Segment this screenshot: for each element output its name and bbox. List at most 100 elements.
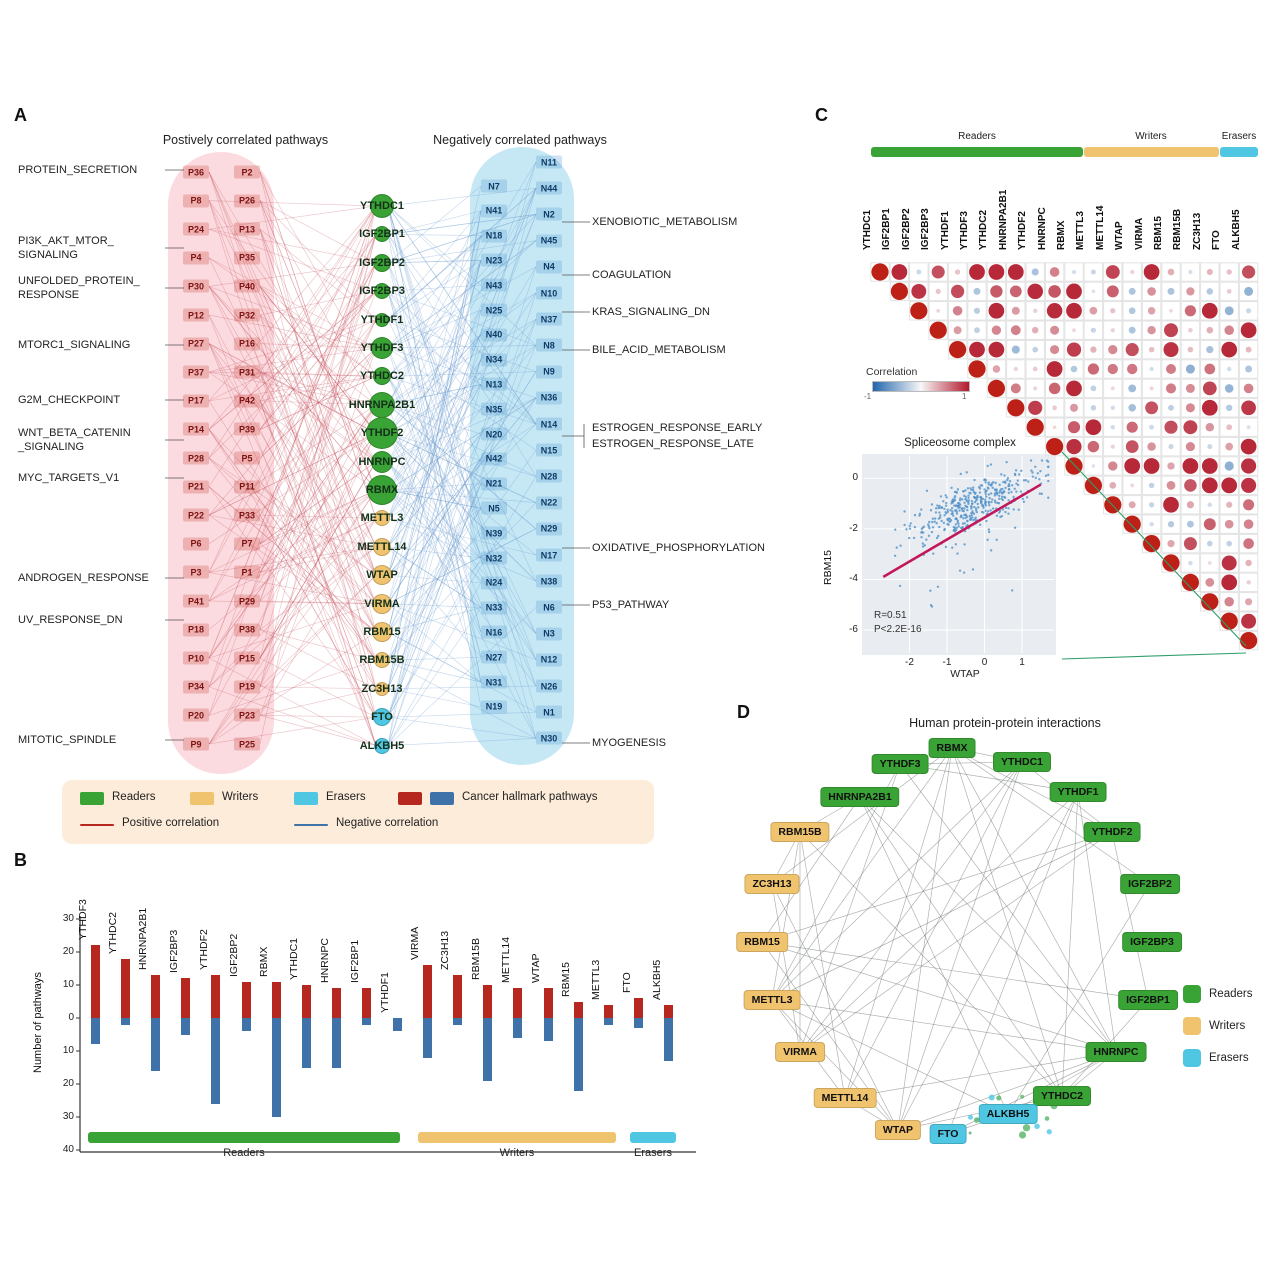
gene-node-circle-ythdf3 — [371, 337, 393, 359]
positive-correlation-label: Positive correlation — [122, 817, 220, 829]
pathway-annotation-right: COAGULATION — [592, 269, 672, 281]
gene-node-label-ythdf1: YTHDF1 — [360, 313, 404, 326]
gene-node-circle-ythdf2 — [366, 417, 398, 450]
b-gene-label: IGF2BP1 — [348, 940, 361, 984]
positive-pathways-title: Postively correlated pathways — [162, 133, 329, 147]
b-bar-negative — [452, 1018, 462, 1025]
pathway-node-n36: N36 — [536, 391, 562, 405]
pathway-annotation-right: KRAS_SIGNALING_DN — [592, 306, 710, 318]
b-bar-positive — [90, 945, 100, 1018]
gene-node-label-rbm15b: RBM15B — [359, 654, 405, 667]
pathway-node-p33: P33 — [234, 508, 260, 522]
gene-node-label-ythdf3: YTHDF3 — [360, 342, 404, 354]
b-bar-negative — [301, 1018, 311, 1068]
panel-b-label: B — [14, 850, 27, 870]
b-y-axis-label: Number of pathways — [32, 972, 44, 1073]
positive-pathway-band — [168, 152, 274, 774]
pathway-node-p25: P25 — [234, 737, 260, 751]
pathway-node-n8: N8 — [536, 338, 562, 352]
readers-legend-label: Readers — [112, 791, 156, 803]
scatter-x-tick: 0 — [981, 657, 988, 668]
erasers-swatch — [294, 792, 318, 805]
pathway-node-p18: P18 — [183, 623, 209, 637]
b-gene-label: YTHDF1 — [379, 972, 391, 1013]
pathway-node-n17: N17 — [536, 548, 562, 562]
panel-d-title: Human protein-protein interactions — [909, 716, 1101, 730]
gene-node-label-igf2bp2: IGF2BP2 — [359, 256, 405, 269]
d-node-rbm15: RBM15 — [736, 932, 788, 952]
negative-correlation-label: Negative correlation — [336, 817, 439, 829]
b-gene-label: FTO — [620, 972, 633, 994]
hallmark-negative-swatch — [430, 792, 454, 805]
pathway-annotation-right: MYOGENESIS — [592, 737, 666, 749]
c-gene-label: RBMX — [1056, 220, 1067, 250]
c-gene-label: YTHDC1 — [862, 209, 873, 250]
pathway-node-n7: N7 — [481, 179, 507, 193]
c-readers-label: Readers — [958, 131, 996, 142]
gene-node-circle-mettl14 — [373, 537, 391, 556]
gene-node-label-mettl3: METTL3 — [360, 512, 404, 525]
pathway-node-p36: P36 — [183, 165, 209, 179]
d-node-rbm15b: RBM15B — [770, 822, 830, 842]
pathway-node-n2: N2 — [536, 207, 562, 221]
c-gene-label: YTHDC2 — [978, 209, 990, 250]
gene-node-label-virma: VIRMA — [364, 597, 400, 610]
pathway-node-p5: P5 — [234, 451, 260, 465]
pathway-annotation-left: UNFOLDED_PROTEIN_ RESPONSE — [18, 275, 140, 302]
panel-c-label: C — [815, 105, 828, 125]
pathway-node-n32: N32 — [481, 551, 507, 565]
b-bar-negative — [664, 1018, 674, 1061]
pathway-annotation-left: MTORC1_SIGNALING — [18, 339, 131, 351]
b-gene-label: YTHDF3 — [77, 899, 89, 941]
pathway-node-n45: N45 — [536, 234, 562, 248]
pathway-node-n11: N11 — [536, 155, 562, 169]
c-erasers-bar — [1220, 147, 1258, 157]
c-gene-label: YTHDF3 — [959, 211, 970, 250]
pathway-node-n40: N40 — [481, 328, 507, 342]
pathway-node-p2: P2 — [234, 165, 260, 179]
scatter-y-tick: -2 — [849, 522, 858, 534]
b-bar-positive — [271, 981, 281, 1018]
pathway-node-p42: P42 — [234, 394, 260, 408]
negative-pathways-title: Negatively correlated pathways — [433, 133, 607, 147]
b-gene-label: HNRNPC — [318, 938, 331, 984]
pathway-node-p31: P31 — [234, 365, 260, 379]
scatter-title: Spliceosome complex — [904, 437, 1016, 449]
pathway-node-p32: P32 — [234, 308, 260, 322]
writers-swatch — [190, 792, 214, 805]
pathway-node-p1: P1 — [234, 565, 260, 579]
d-node-fto: FTO — [929, 1124, 967, 1144]
pathway-node-n6: N6 — [536, 600, 562, 614]
b-gene-label: WTAP — [530, 953, 542, 984]
pathway-node-p41: P41 — [183, 594, 209, 608]
c-erasers-label: Erasers — [1221, 131, 1257, 142]
gene-node-label-ythdc2: YTHDC2 — [359, 370, 405, 383]
scatter-x-tick: -1 — [942, 657, 952, 668]
b-bar-positive — [332, 988, 342, 1018]
b-gene-label: HNRNPA2B1 — [137, 907, 150, 971]
gene-node-label-hnrnpa2b1: HNRNPA2B1 — [348, 398, 416, 411]
c-gene-label: VIRMA — [1133, 217, 1145, 250]
gene-node-circle-mettl3 — [374, 510, 390, 527]
gene-node-label-rbm15: RBM15 — [363, 626, 401, 638]
c-gene-label: HNRNPA2B1 — [997, 189, 1009, 250]
b-bar-negative — [332, 1018, 342, 1068]
gene-node-label-ythdc1: YTHDC1 — [359, 200, 405, 212]
pathway-node-p21: P21 — [183, 480, 209, 494]
c-gene-label: RBM15B — [1172, 208, 1184, 250]
pathway-node-p20: P20 — [183, 708, 209, 722]
pathway-node-n43: N43 — [481, 278, 507, 292]
gene-node-label-zc3h13: ZC3H13 — [361, 682, 403, 695]
b-gene-label: RBM15 — [560, 961, 573, 997]
d-node-alkbh5: ALKBH5 — [978, 1104, 1038, 1124]
scatter-y-axis-label: RBM15 — [822, 549, 834, 585]
pathway-node-n4: N4 — [536, 260, 562, 274]
pathway-node-n19: N19 — [481, 700, 507, 714]
b-bar-negative — [150, 1018, 160, 1071]
b-y-tick: 20 — [62, 1078, 74, 1089]
pathway-node-n15: N15 — [536, 443, 562, 457]
pathway-node-p24: P24 — [183, 222, 209, 236]
b-y-tick: 30 — [62, 913, 74, 924]
b-bar-negative — [573, 1018, 583, 1091]
gene-node-circle-hnrnpc — [371, 450, 393, 473]
